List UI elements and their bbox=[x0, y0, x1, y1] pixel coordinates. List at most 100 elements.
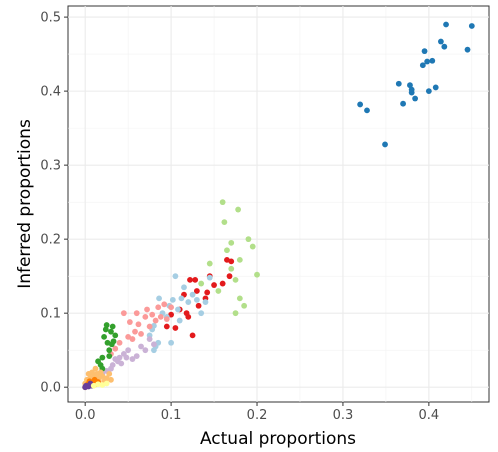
data-point bbox=[468, 23, 475, 29]
data-point bbox=[206, 260, 213, 267]
data-point bbox=[232, 276, 239, 283]
data-point bbox=[103, 322, 110, 328]
data-point bbox=[106, 353, 113, 360]
data-point bbox=[181, 284, 187, 291]
data-point bbox=[241, 302, 248, 309]
data-point bbox=[235, 206, 242, 213]
data-point bbox=[249, 243, 256, 250]
data-point bbox=[254, 271, 260, 278]
data-point bbox=[99, 354, 106, 361]
x-tick-label: 0.3 bbox=[333, 408, 354, 423]
data-point bbox=[187, 276, 193, 283]
x-tick-label: 0.2 bbox=[247, 408, 268, 423]
data-point bbox=[108, 376, 114, 383]
data-point bbox=[185, 313, 192, 320]
data-point bbox=[168, 304, 175, 311]
data-point bbox=[429, 57, 436, 64]
data-point bbox=[443, 21, 449, 28]
data-point bbox=[109, 323, 116, 330]
data-point bbox=[189, 332, 196, 339]
data-point bbox=[228, 239, 235, 246]
y-tick-label: 0.2 bbox=[40, 233, 61, 248]
y-tick-label: 0.3 bbox=[40, 159, 61, 174]
y-tick-label: 0.5 bbox=[40, 11, 61, 26]
data-point bbox=[169, 296, 176, 303]
data-point bbox=[129, 356, 136, 362]
data-point bbox=[185, 299, 192, 305]
data-point bbox=[142, 313, 149, 320]
data-point bbox=[175, 306, 181, 313]
data-point bbox=[92, 365, 99, 372]
data-point bbox=[146, 323, 153, 330]
data-point bbox=[168, 339, 175, 346]
data-point bbox=[120, 310, 127, 317]
data-point bbox=[176, 317, 183, 324]
x-tick-label: 0.4 bbox=[419, 408, 440, 423]
data-point bbox=[432, 84, 439, 91]
x-tick-label: 0.0 bbox=[75, 408, 96, 423]
grid-lines bbox=[68, 6, 489, 402]
data-point bbox=[219, 199, 226, 206]
data-point bbox=[395, 80, 402, 87]
data-point bbox=[382, 141, 388, 148]
data-point bbox=[125, 333, 132, 340]
data-point bbox=[408, 86, 415, 93]
data-point bbox=[226, 273, 233, 280]
data-point bbox=[168, 311, 175, 318]
data-point bbox=[151, 322, 157, 329]
data-point bbox=[103, 380, 110, 387]
data-point bbox=[126, 319, 133, 325]
x-axis-title: Actual proportions bbox=[200, 429, 356, 449]
data-point bbox=[215, 288, 222, 294]
data-point bbox=[236, 295, 243, 302]
data-point bbox=[112, 332, 119, 339]
data-point bbox=[195, 302, 202, 309]
data-point bbox=[172, 273, 179, 280]
data-point bbox=[425, 88, 432, 95]
data-point bbox=[407, 82, 413, 89]
data-point bbox=[138, 343, 144, 350]
data-point bbox=[118, 360, 125, 367]
data-point bbox=[138, 331, 144, 337]
data-point bbox=[198, 310, 205, 317]
data-point bbox=[144, 306, 150, 313]
data-point bbox=[156, 295, 162, 302]
data-point bbox=[152, 317, 159, 324]
data-point bbox=[142, 347, 149, 354]
data-point bbox=[189, 291, 196, 298]
data-point bbox=[82, 384, 89, 391]
data-point bbox=[106, 370, 113, 377]
data-point bbox=[421, 48, 428, 55]
data-point bbox=[109, 362, 116, 368]
x-tick-label: 0.1 bbox=[161, 408, 182, 423]
y-tick-label: 0.0 bbox=[40, 381, 61, 396]
data-point bbox=[193, 296, 200, 303]
data-point bbox=[419, 62, 426, 69]
data-point bbox=[161, 301, 168, 308]
data-point bbox=[101, 333, 107, 340]
data-point bbox=[125, 347, 132, 354]
data-point bbox=[357, 101, 364, 108]
plot-panel bbox=[67, 5, 490, 403]
x-axis-ticks: 0.0 0.1 0.2 0.3 0.4 bbox=[75, 402, 439, 423]
data-point bbox=[441, 43, 448, 50]
data-point bbox=[133, 310, 140, 317]
data-point bbox=[146, 336, 153, 342]
data-point bbox=[163, 323, 170, 330]
data-point bbox=[112, 345, 119, 352]
data-point bbox=[412, 95, 419, 102]
data-point bbox=[236, 256, 243, 263]
data-point bbox=[99, 373, 106, 379]
data-point bbox=[400, 100, 406, 107]
data-point bbox=[219, 280, 226, 287]
data-point bbox=[157, 313, 164, 320]
data-point bbox=[198, 280, 205, 287]
data-point bbox=[192, 276, 199, 283]
data-point bbox=[108, 341, 115, 348]
y-tick-label: 0.4 bbox=[40, 85, 61, 100]
data-point bbox=[204, 289, 211, 296]
data-point bbox=[202, 299, 209, 305]
data-point bbox=[464, 46, 471, 53]
data-point bbox=[106, 347, 113, 354]
data-point bbox=[123, 354, 130, 361]
